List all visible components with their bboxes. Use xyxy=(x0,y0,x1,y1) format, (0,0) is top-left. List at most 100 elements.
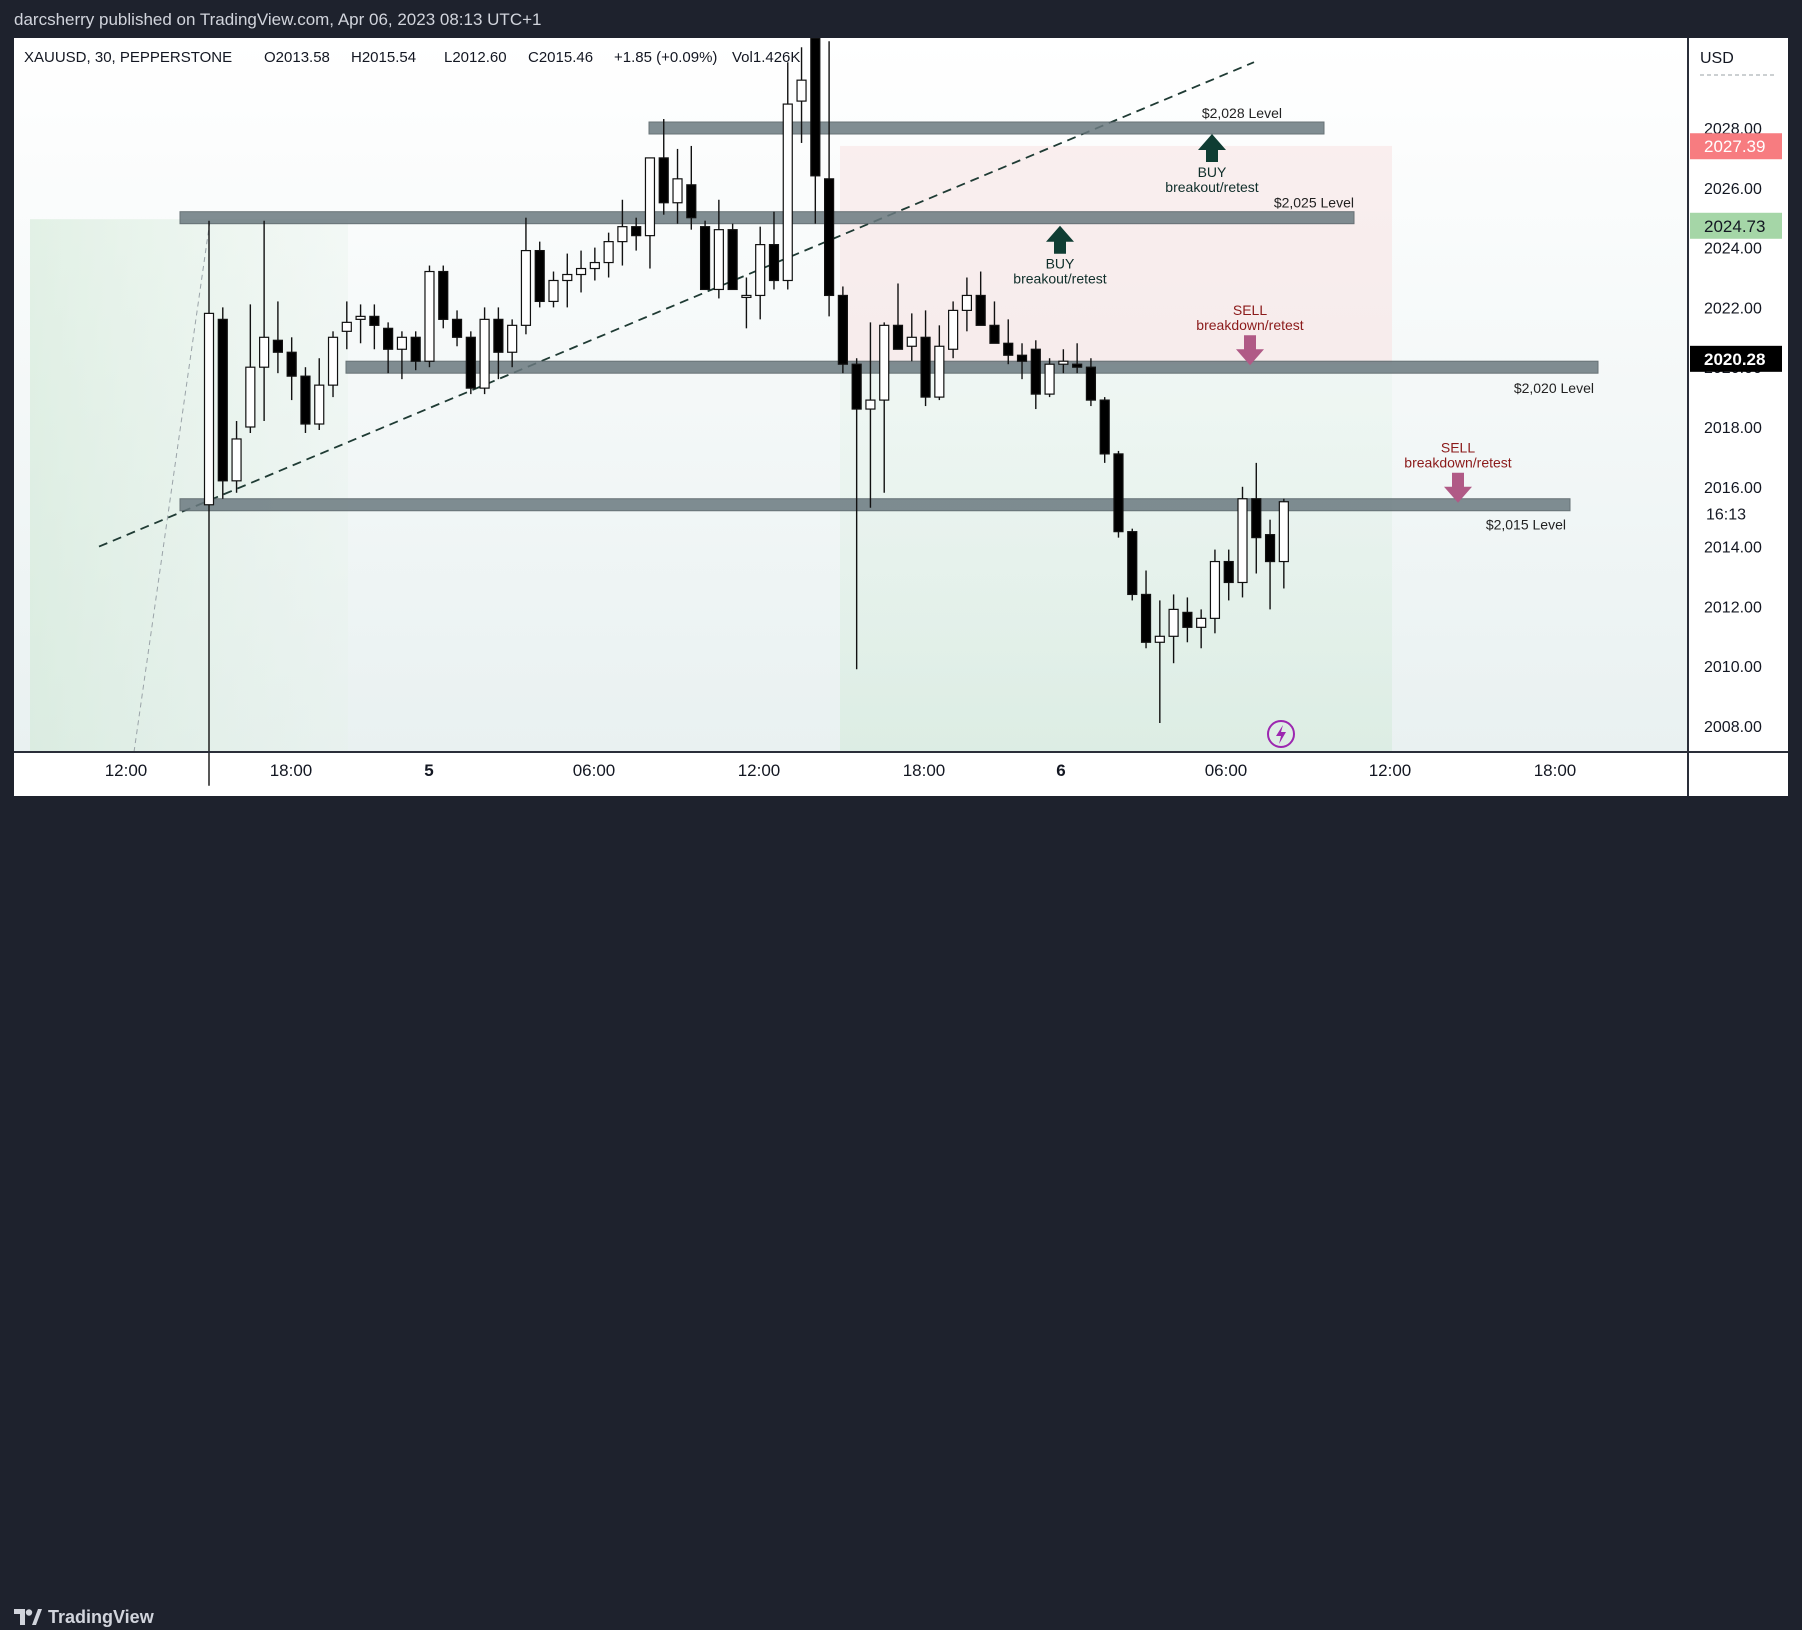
candle-body xyxy=(1099,399,1110,455)
candle-body xyxy=(314,384,325,425)
y-tick-label: 2012.00 xyxy=(1704,599,1762,616)
publisher-line: darcsherry published on TradingView.com,… xyxy=(14,10,542,29)
short-position-risk-zone xyxy=(840,145,1392,365)
annotation-text: breakout/retest xyxy=(1165,179,1258,195)
y-tick-label: 2026.00 xyxy=(1704,181,1762,198)
candle-body xyxy=(1278,501,1289,563)
annotation-title: SELL xyxy=(1233,302,1267,318)
candle-body xyxy=(603,241,614,264)
candle-body xyxy=(300,375,311,425)
candle-body xyxy=(920,336,931,398)
candle-body xyxy=(989,324,1000,344)
candle-body xyxy=(975,294,986,326)
candle-body xyxy=(686,184,697,219)
candle-body xyxy=(906,336,917,347)
x-tick-label: 18:00 xyxy=(903,761,946,780)
candle-body xyxy=(479,318,490,389)
x-tick-label: 06:00 xyxy=(1205,761,1248,780)
candle-body xyxy=(383,327,394,350)
buy-arrow-icon xyxy=(1198,134,1226,162)
x-tick-label: 18:00 xyxy=(270,761,313,780)
candle-body xyxy=(410,336,421,362)
candle-body xyxy=(672,178,683,204)
level-zone xyxy=(648,121,1325,135)
candle-body xyxy=(892,324,904,350)
annotation-text: breakout/retest xyxy=(1013,271,1106,287)
candle-body xyxy=(768,244,780,282)
brand-name: TradingView xyxy=(48,1606,154,1627)
x-tick-label: 12:00 xyxy=(105,761,148,780)
candle-body xyxy=(231,438,242,482)
level-zone xyxy=(179,498,1571,512)
candle-body xyxy=(562,273,573,282)
price-label-box xyxy=(1690,212,1782,239)
candle-body xyxy=(1030,348,1041,395)
level-label: $2,025 Level xyxy=(1274,195,1354,211)
long-position-zone xyxy=(30,219,348,752)
candle-body xyxy=(217,318,228,482)
candle-body xyxy=(1209,560,1221,619)
x-tick-label: 6 xyxy=(1056,761,1065,780)
candle-body xyxy=(796,79,807,102)
candle-body xyxy=(699,226,711,291)
candle-body xyxy=(617,226,628,243)
symbol-symbol: XAUUSD, 30, PEPPERSTONE xyxy=(24,49,232,66)
candle-body xyxy=(341,321,352,332)
symbol-change: +1.85 (+0.09%) xyxy=(614,49,717,66)
chart-panel[interactable]: $2,028 Level $2,025 Level $2,020 Level $2,0… xyxy=(14,38,1788,796)
candle-body xyxy=(1016,354,1028,362)
candle-body xyxy=(934,345,945,398)
sell-arrow-icon xyxy=(1236,335,1264,366)
candle-body xyxy=(1085,366,1097,401)
x-tick-label: 5 xyxy=(424,761,433,780)
x-tick-label: 12:00 xyxy=(1369,761,1412,780)
candle-body xyxy=(851,363,862,410)
publisher-header: darcsherry published on TradingView.com,… xyxy=(0,0,1802,38)
symbol-low: L2012.60 xyxy=(444,49,507,66)
lightning-bolt-icon xyxy=(1276,725,1286,744)
level-label: $2,028 Level xyxy=(1202,105,1282,121)
candle-body xyxy=(327,336,339,386)
tradingview-logo[interactable]: TradingView xyxy=(14,1604,154,1630)
candle-body xyxy=(1154,635,1165,643)
candle-body xyxy=(1058,360,1069,365)
candle-body xyxy=(396,336,408,350)
currency-label: USD xyxy=(1700,50,1734,67)
annotation-title: BUY xyxy=(1046,256,1075,272)
price-label: 2020.28 xyxy=(1704,350,1765,369)
candlestick-chart[interactable]: $2,028 Level $2,025 Level $2,020 Level $2,0… xyxy=(14,38,1788,796)
price-label-box xyxy=(1690,133,1782,160)
lightning-icon xyxy=(1267,720,1295,748)
candle-body xyxy=(741,294,752,299)
annotation-title: SELL xyxy=(1441,440,1475,456)
y-tick-label: 2022.00 xyxy=(1704,300,1762,317)
x-tick-label: 12:00 xyxy=(738,761,781,780)
candle-body xyxy=(1113,453,1124,533)
y-tick-label: 2016.00 xyxy=(1704,480,1762,497)
candle-body xyxy=(961,294,973,311)
candle-body xyxy=(424,270,435,362)
price-label-box xyxy=(1690,345,1782,372)
candle-body xyxy=(1237,498,1248,584)
candle-body xyxy=(1182,611,1193,628)
candle-body xyxy=(782,103,793,282)
countdown-label: 16:13 xyxy=(1706,507,1746,524)
price-label: 2024.73 xyxy=(1704,217,1765,236)
annotation-title: BUY xyxy=(1198,164,1227,180)
candle-body xyxy=(369,315,380,326)
candle-body xyxy=(438,270,449,320)
candle-body xyxy=(1196,617,1207,628)
candle-body xyxy=(879,324,890,401)
candle-body xyxy=(1127,531,1138,596)
candle-body xyxy=(631,226,642,237)
candle-body xyxy=(658,157,669,204)
candle-body xyxy=(810,38,821,177)
candle-body xyxy=(465,336,476,389)
symbol-volume: Vol1.426K xyxy=(732,49,800,66)
level-zone xyxy=(345,360,1599,374)
candle-body xyxy=(1003,342,1014,356)
candle-body xyxy=(823,178,835,297)
y-tick-label: 2010.00 xyxy=(1704,659,1762,676)
candle-body xyxy=(1044,363,1055,395)
symbol-high: H2015.54 xyxy=(351,49,416,66)
